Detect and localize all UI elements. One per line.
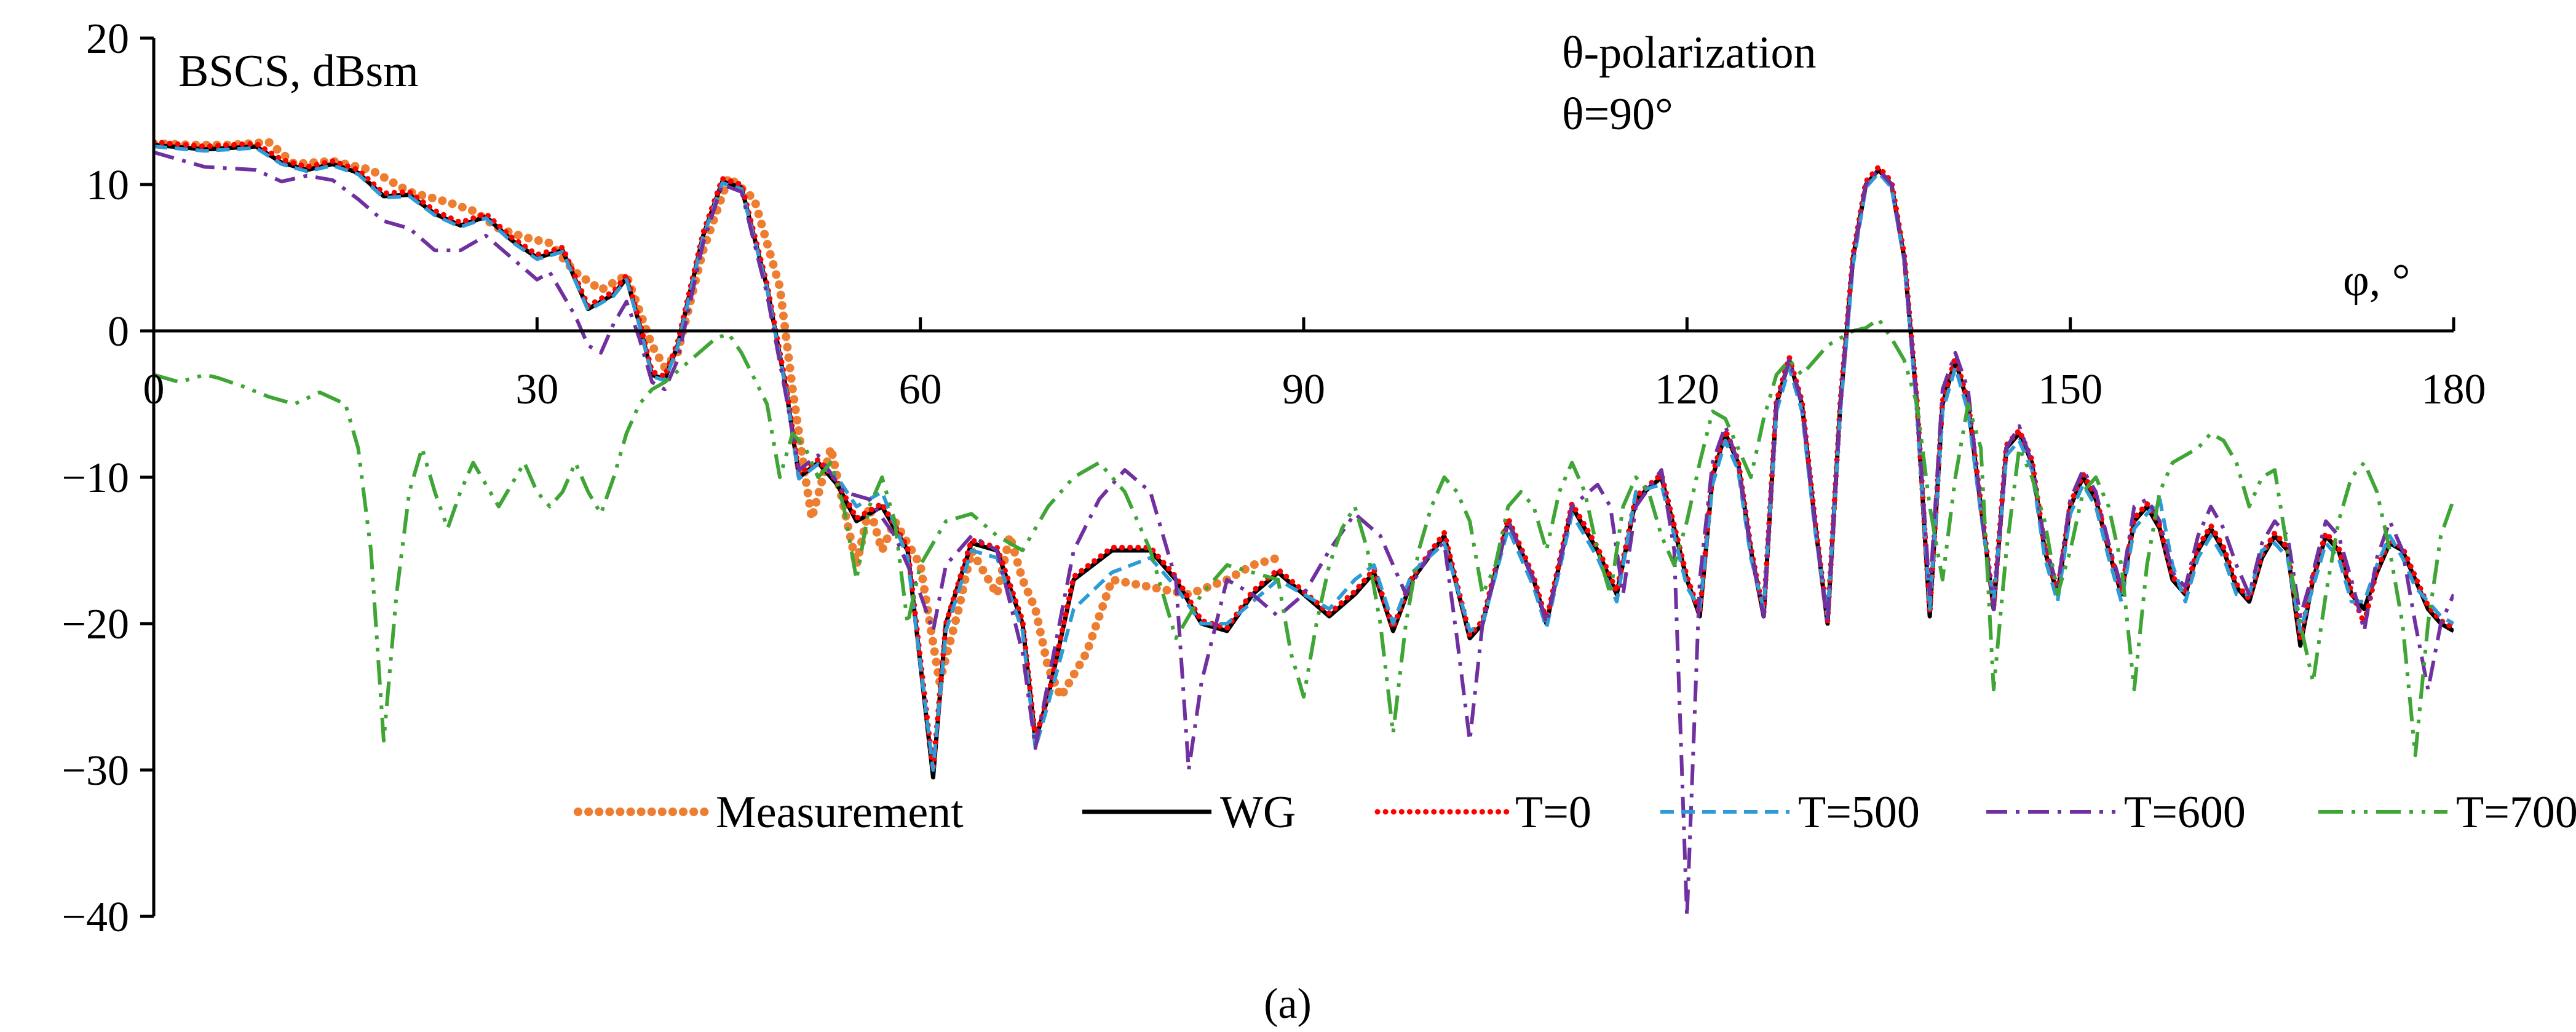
y-tick-label: −30 [62,747,129,795]
legend-label: WG [1220,787,1296,838]
annotation-theta: θ=90° [1562,89,1673,140]
x-tick-label: 120 [1655,366,1719,413]
legend-label: T=600 [2124,787,2246,838]
legend-item: T=700 [2318,787,2576,838]
annotation-polarization: θ-polarization [1562,28,1817,78]
x-tick-label: 150 [2038,366,2102,413]
legend-item: WG [1082,787,1296,838]
x-tick-label: 30 [515,366,558,413]
legend-item: T=500 [1660,787,1920,838]
y-tick-label: 10 [86,162,129,209]
y-tick-label: −20 [62,601,129,648]
series-group [154,138,2454,918]
y-tick-label: 0 [108,308,129,355]
legend-label: T=0 [1515,787,1591,838]
series-line-t-600 [154,150,2454,918]
x-tick-label: 180 [2422,366,2486,413]
figure-caption: (a) [1264,980,1312,1028]
x-axis-label: φ, ° [2343,255,2410,306]
y-tick-label: −40 [62,894,129,941]
x-tick-label: 90 [1282,366,1325,413]
y-tick-label: 20 [86,15,129,63]
y-tick-label: −10 [62,454,129,502]
axes-group [140,36,2455,918]
x-tick-label: 60 [899,366,942,413]
legend: Measurement WG T=0 T=500 T=600 T=700 [574,787,2576,838]
legend-label: T=700 [2456,787,2576,838]
legend-item: T=0 [1374,787,1591,838]
legend-item: Measurement [574,787,964,838]
legend-label: T=500 [1798,787,1920,838]
tick-labels: 20 10 0 −10 −20 −30 −40 0 30 60 90 120 150 180 [62,15,2486,941]
legend-item: T=600 [1986,787,2246,838]
series-line-t-500 [154,145,2454,772]
x-tick-label: 0 [143,366,165,413]
legend-label: Measurement [716,787,964,838]
y-axis-label: BSCS, dBsm [178,46,419,97]
